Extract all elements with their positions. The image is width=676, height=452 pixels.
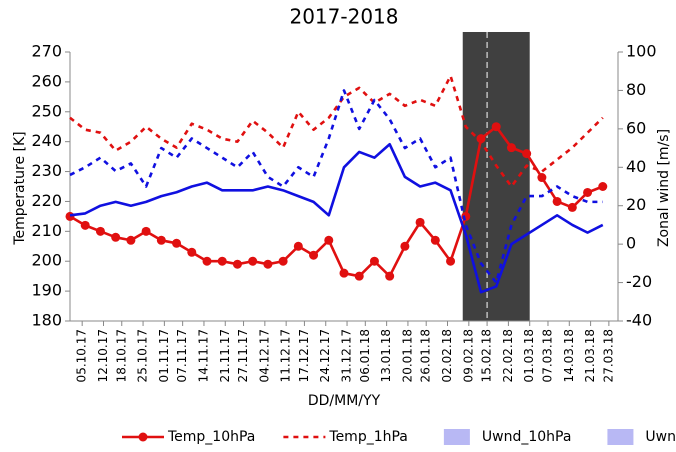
y-axis-label: Temperature [K] [12,131,28,245]
series-line [69,89,603,284]
point [385,271,395,281]
y-tick-label: 200 [31,251,62,270]
x-tick-label: 21.03.18 [583,329,597,382]
x-tick-label: 01.03.18 [522,329,536,382]
y2-tick-label: -40 [626,311,652,330]
point [278,256,288,266]
y-tick-label: 240 [31,131,62,150]
legend-label: Temp_10hPa [167,429,255,445]
x-tick-label: 14.11.17 [196,329,210,382]
point [324,235,334,245]
legend-label: Uwnd_10hPa [482,429,572,445]
x-tick-label: 27.03.18 [601,329,615,382]
y2-tick-label: 20 [626,195,646,214]
x-tick-label: 07.11.17 [175,329,189,382]
point [400,241,410,251]
y2-tick-label: 40 [626,157,646,176]
legend-label: Uwnd_1hPa [645,429,676,445]
legend-swatch [443,429,470,445]
legend-marker [138,432,148,442]
point [369,256,379,266]
point [126,235,136,245]
y-tick-label: 180 [31,311,62,330]
point [339,268,349,278]
y-tick-label: 190 [31,281,62,300]
x-tick-label: 17.12.17 [297,329,311,382]
y2-tick-label: 80 [626,80,646,99]
point [80,220,90,230]
point [141,226,151,236]
y2-axis-label: Zonal wind [m/s] [656,129,672,247]
point [583,187,593,197]
y-tick-label: 210 [31,221,62,240]
point [293,241,303,251]
point [172,238,182,248]
x-tick-label: 09.02.18 [461,329,475,382]
point [522,149,532,159]
point [232,259,242,269]
point [567,202,577,212]
y2-tick-label: -20 [626,272,652,291]
legend-label: Temp_1hPa [328,429,407,445]
point [430,235,440,245]
point [415,217,425,227]
y2-tick-label: 100 [626,42,657,61]
point [95,226,105,236]
point [65,211,75,221]
x-tick-label: 02.02.18 [440,329,454,382]
x-tick-label: 24.12.17 [318,329,332,382]
y-tick-label: 270 [31,42,62,61]
point [537,173,547,183]
x-tick-label: 26.01.18 [419,329,433,382]
x-tick-label: 05.10.17 [75,329,89,382]
x-tick-label: 22.02.18 [501,329,515,382]
point [491,122,501,132]
x-tick-label: 27.11.17 [236,329,250,382]
chart-title: 2017-2018 [289,5,398,29]
point [111,232,121,242]
x-tick-label: 04.12.17 [257,329,271,382]
x-tick-label: 01.11.17 [157,329,171,382]
point [263,259,273,269]
x-tick-label: 20.01.18 [400,329,414,382]
y-tick-label: 250 [31,101,62,120]
x-tick-label: 13.01.18 [379,329,393,382]
x-tick-label: 25.10.17 [136,329,150,382]
x-axis-label: DD/MM/YY [308,393,381,409]
point [309,250,319,260]
x-tick-label: 21.11.17 [218,329,232,382]
point [354,271,364,281]
point [156,235,166,245]
x-tick-label: 12.10.17 [96,329,110,382]
point [506,143,516,153]
y-tick-label: 230 [31,161,62,180]
point [187,247,197,257]
point [446,256,456,266]
x-tick-label: 06.01.18 [358,329,372,382]
series-line [69,142,604,294]
y2-tick-label: 0 [626,234,636,253]
point [202,256,212,266]
series-line [69,74,604,188]
x-tick-label: 15.02.18 [480,329,494,382]
point [217,256,227,266]
x-tick-label: 14.03.18 [562,329,576,382]
legend-swatch [607,429,634,445]
x-tick-label: 07.03.18 [540,329,554,382]
x-tick-label: 11.12.17 [279,329,293,382]
x-tick-label: 18.10.17 [114,329,128,382]
x-tick-label: 31.12.17 [340,329,354,382]
y-tick-label: 220 [31,191,62,210]
point [598,182,608,191]
point [552,196,562,206]
y-tick-label: 260 [31,71,62,90]
point [248,256,258,266]
y2-tick-label: 60 [626,118,646,137]
